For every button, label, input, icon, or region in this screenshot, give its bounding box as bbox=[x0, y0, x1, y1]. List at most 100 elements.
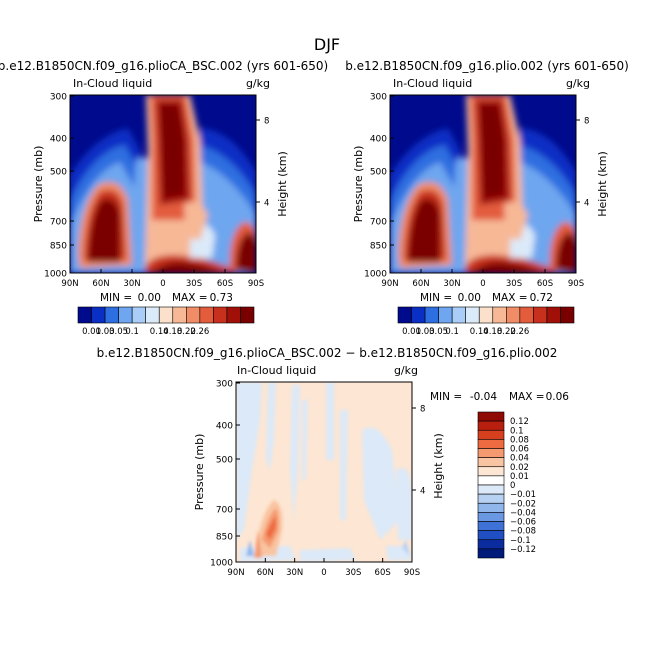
colorbar-label: 0.18 bbox=[163, 327, 182, 337]
colorbar-swatch bbox=[477, 439, 505, 449]
x-tick-label: 90N bbox=[381, 279, 398, 289]
colorbar-swatch bbox=[172, 306, 187, 324]
y-tick-label: 850 bbox=[50, 242, 67, 252]
colorbar-swatch bbox=[104, 306, 119, 324]
colorbar-swatch bbox=[465, 306, 480, 324]
colorbar-swatch bbox=[213, 306, 228, 324]
colorbar-swatch bbox=[226, 306, 241, 324]
colorbar-label: −0.06 bbox=[510, 518, 536, 528]
colorbar-swatch bbox=[477, 475, 505, 486]
panel-0-axes: Pressure (mb) Height (km) 300 400 500 700 85… bbox=[32, 93, 289, 290]
panel-0-right-label: g/kg bbox=[246, 77, 270, 90]
colorbar-label: 0.1 bbox=[510, 426, 524, 436]
colorbar-swatch bbox=[478, 306, 494, 324]
x-tick-label: 60N bbox=[412, 279, 429, 289]
y-tick-label: 850 bbox=[216, 533, 233, 543]
panel-1-y-label: Pressure (mb) bbox=[352, 146, 365, 223]
panel-1-y-ticks: 300 400 500 700 850 1000 bbox=[364, 93, 394, 280]
colorbar-label: 0.02 bbox=[510, 463, 529, 473]
x-tick-label: 0 bbox=[160, 279, 165, 289]
panel-2-y-ticks: 300 400 500 700 850 1000 bbox=[210, 380, 240, 569]
panel-1-y-label-right: Height (km) bbox=[596, 151, 609, 217]
colorbar-label: −0.02 bbox=[510, 499, 536, 509]
colorbar-swatch bbox=[477, 448, 505, 458]
colorbar-label: −0.08 bbox=[510, 527, 536, 537]
panel-2-min-value: -0.04 bbox=[470, 391, 497, 403]
panel-1-left-label: In-Cloud liquid bbox=[393, 77, 472, 90]
colorbar-label: 0.05 bbox=[109, 327, 128, 337]
panel-0-min-value: 0.00 bbox=[138, 292, 161, 304]
panel-0-title: b.e12.B1850CN.f09_g16.plioCA_BSC.002 (yr… bbox=[0, 59, 328, 73]
height-tick-label: 4 bbox=[264, 199, 269, 209]
figure-title: DJF bbox=[314, 35, 340, 54]
colorbar-label: 0.1 bbox=[125, 327, 139, 337]
x-tick-label: 60N bbox=[257, 568, 274, 578]
colorbar-label: −0.04 bbox=[510, 508, 536, 518]
y-tick-label: 1000 bbox=[210, 559, 233, 569]
y-tick-label: 1000 bbox=[364, 270, 387, 280]
y-tick-label: 400 bbox=[50, 135, 67, 145]
colorbar-label: 0 bbox=[510, 481, 515, 491]
y-tick-label: 700 bbox=[370, 218, 387, 228]
panel-1-max-value: 0.72 bbox=[530, 292, 553, 304]
panel-0-stats: MIN = 0.00 MAX = 0.73 bbox=[100, 292, 233, 304]
x-tick-label: 90S bbox=[568, 279, 584, 289]
panel-2-field bbox=[236, 382, 412, 562]
panel-2-colorbar: 0.120.10.080.060.040.020.010−0.01−0.02−0… bbox=[477, 411, 536, 559]
panel-2-right-label: g/kg bbox=[394, 364, 418, 377]
colorbar-label: −0.01 bbox=[510, 490, 536, 500]
colorbar-swatch bbox=[533, 306, 548, 324]
panel-1-max-label: MAX = bbox=[492, 292, 528, 304]
panel-1: b.e12.B1850CN.f09_g16.plio.002 (yrs 601-… bbox=[345, 59, 629, 337]
panel-1-field bbox=[390, 95, 576, 273]
x-tick-label: 60S bbox=[217, 279, 233, 289]
x-tick-label: 90S bbox=[248, 279, 264, 289]
colorbar-label: 0.01 bbox=[510, 472, 529, 482]
panel-0-y-label: Pressure (mb) bbox=[32, 146, 45, 223]
colorbar-swatch bbox=[477, 502, 505, 513]
colorbar-label: 0.04 bbox=[510, 454, 529, 464]
y-tick-label: 1000 bbox=[44, 270, 67, 280]
panel-0-colorbar: 0.010.030.050.1 0.140.180.220.26 bbox=[77, 306, 255, 337]
x-tick-label: 30S bbox=[506, 279, 522, 289]
panel-0-max-value: 0.73 bbox=[210, 292, 233, 304]
panel-1-colorbar: 0.010.030.050.1 0.140.180.220.26 bbox=[397, 306, 575, 337]
colorbar-swatch bbox=[477, 548, 505, 559]
height-tick-label: 4 bbox=[584, 199, 589, 209]
panel-2: b.e12.B1850CN.f09_g16.plioCA_BSC.002 − b… bbox=[97, 346, 570, 578]
colorbar-swatch bbox=[477, 530, 505, 541]
panel-0-left-label: In-Cloud liquid bbox=[73, 77, 152, 90]
panel-2-min-label: MIN = bbox=[430, 391, 462, 403]
colorbar-swatch bbox=[118, 306, 133, 324]
panel-1-axes: Pressure (mb) Height (km) 300 400 500 700 85… bbox=[352, 93, 609, 290]
x-tick-label: 0 bbox=[321, 568, 326, 578]
y-tick-label: 700 bbox=[50, 218, 67, 228]
colorbar-swatch bbox=[145, 306, 160, 324]
colorbar-swatch bbox=[477, 420, 505, 431]
panel-2-y-label-right: Height (km) bbox=[432, 433, 445, 499]
colorbar-label: 0.14 bbox=[150, 327, 169, 337]
colorbar-swatch bbox=[519, 306, 534, 324]
height-tick-label: 4 bbox=[420, 487, 425, 497]
y-tick-label: 300 bbox=[370, 93, 387, 103]
y-tick-label: 700 bbox=[216, 506, 233, 516]
x-tick-label: 30S bbox=[345, 568, 361, 578]
colorbar-swatch bbox=[77, 306, 92, 324]
panel-1-min-value: 0.00 bbox=[458, 292, 481, 304]
colorbar-label: 0.14 bbox=[470, 327, 489, 337]
x-tick-label: 30N bbox=[443, 279, 460, 289]
panel-2-y-label: Pressure (mb) bbox=[193, 434, 206, 511]
panel-2-right-ticks: 84 bbox=[412, 405, 425, 497]
y-tick-label: 400 bbox=[216, 422, 233, 432]
x-tick-label: 30S bbox=[186, 279, 202, 289]
y-tick-label: 850 bbox=[370, 242, 387, 252]
colorbar-swatch bbox=[477, 457, 505, 468]
panel-2-left-label: In-Cloud liquid bbox=[237, 364, 316, 377]
colorbar-label: −0.1 bbox=[510, 536, 531, 546]
x-tick-label: 0 bbox=[480, 279, 485, 289]
colorbar-swatch bbox=[91, 306, 106, 324]
colorbar-swatch bbox=[131, 306, 146, 324]
colorbar-swatch bbox=[477, 429, 505, 440]
colorbar-label: 0.08 bbox=[510, 435, 529, 445]
